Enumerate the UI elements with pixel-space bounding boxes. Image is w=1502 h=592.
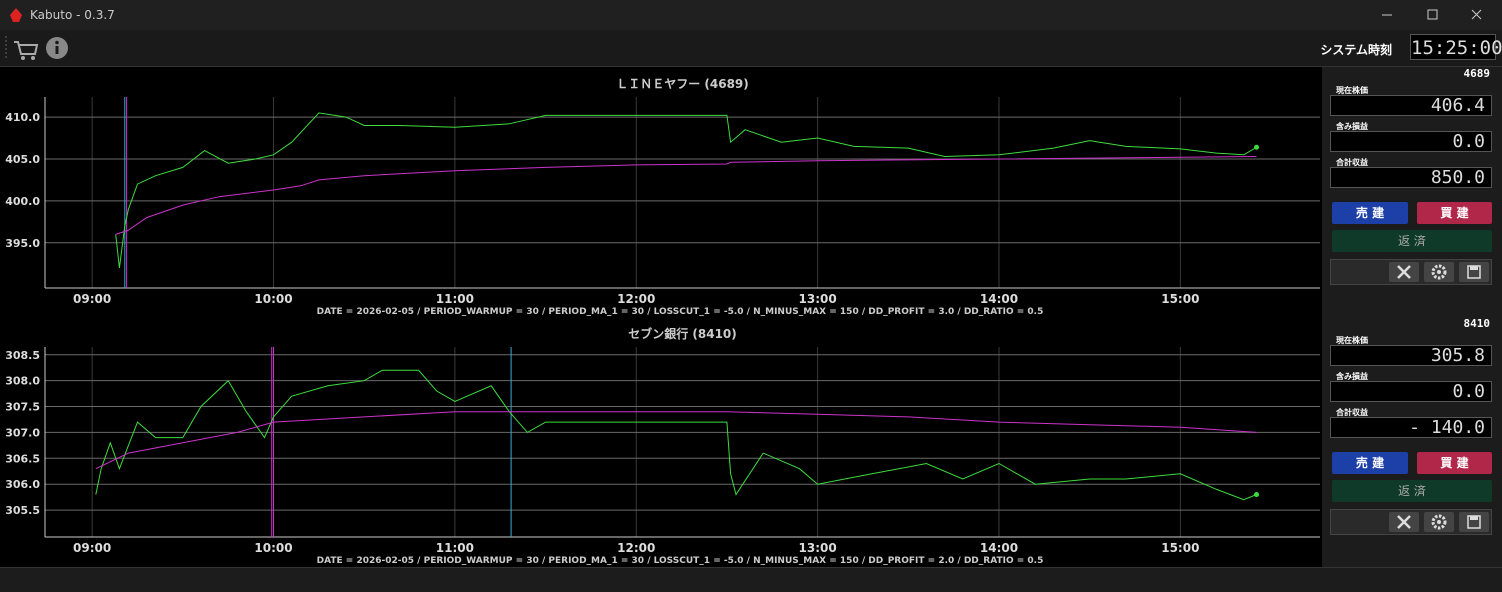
field-label: 合計収益 xyxy=(1336,158,1368,167)
x-tick-label: 13:00 xyxy=(799,541,837,555)
chart-title: セブン銀行 (8410) xyxy=(628,326,737,341)
tool-icon xyxy=(1397,265,1411,279)
tool-row xyxy=(1330,509,1492,535)
tool-icon xyxy=(1467,265,1481,279)
x-tick-label: 09:00 xyxy=(73,541,111,555)
y-tick-label: 405.0 xyxy=(5,153,40,166)
field-label: 含み損益 xyxy=(1336,372,1368,381)
tool-button[interactable] xyxy=(1459,262,1489,282)
symbol: 4689 xyxy=(1463,67,1491,80)
field-label: 現在株価 xyxy=(1336,86,1368,95)
series-line xyxy=(95,411,1257,470)
field-value: 0.0 xyxy=(1330,381,1492,402)
clock: 15:25:00 xyxy=(1410,34,1502,60)
field-value: 0.0 xyxy=(1330,131,1492,152)
action-button[interactable]: 返 済 xyxy=(1332,480,1492,502)
x-tick-label: 12:00 xyxy=(617,292,655,306)
y-tick-label: 305.5 xyxy=(5,504,40,517)
tool-button[interactable] xyxy=(1389,512,1419,532)
tool-row xyxy=(1330,259,1492,285)
field-label: 現在株価 xyxy=(1336,336,1368,345)
y-tick-label: 400.0 xyxy=(5,195,40,208)
window-controls[interactable] xyxy=(1370,6,1500,24)
toolbar-icons[interactable] xyxy=(4,34,74,62)
field-value: 305.8 xyxy=(1330,345,1492,366)
tool-icon xyxy=(1431,264,1447,280)
series-line xyxy=(115,156,1257,235)
action-button[interactable]: 売 建 xyxy=(1332,452,1408,474)
status-bar xyxy=(0,567,1502,592)
charts: ＬＩＮＥヤフー (4689) DATE = 2026-02-05 / PERIOD… xyxy=(0,67,1322,567)
y-tick-label: 395.0 xyxy=(5,237,40,250)
y-tick-label: 308.0 xyxy=(5,375,40,388)
y-tick-label: 307.0 xyxy=(5,426,40,439)
last-point xyxy=(1254,492,1260,498)
series-line xyxy=(115,112,1257,268)
action-button[interactable]: 買 建 xyxy=(1417,452,1492,474)
trade-panel: 8410 現在株価 305.8 含み損益 0.0 合計収益 - 140.0 売 建買 建返 済 xyxy=(1326,317,1496,563)
y-tick-label: 410.0 xyxy=(5,111,40,124)
x-tick-label: 14:00 xyxy=(980,541,1018,555)
clock-label: システム時刻 xyxy=(1320,43,1392,57)
x-tick-label: 15:00 xyxy=(1161,292,1199,306)
tool-icon xyxy=(1467,515,1481,529)
action-button[interactable]: 返 済 xyxy=(1332,230,1492,252)
y-tick-label: 307.5 xyxy=(5,401,40,414)
field-label: 含み損益 xyxy=(1336,122,1368,131)
y-tick-label: 308.5 xyxy=(5,349,40,362)
trade-panel: 4689 現在株価 406.4 含み損益 0.0 合計収益 850.0 売 建買 建返 済 xyxy=(1326,67,1496,313)
tool-button[interactable] xyxy=(1459,512,1489,532)
x-tick-label: 11:00 xyxy=(436,292,474,306)
field-label: 合計収益 xyxy=(1336,408,1368,417)
field-value: 406.4 xyxy=(1330,95,1492,116)
app-icon xyxy=(10,8,22,22)
x-tick-label: 12:00 xyxy=(617,541,655,555)
chart-subtitle: DATE = 2026-02-05 / PERIOD_WARMUP = 30 /… xyxy=(317,556,1044,566)
chart-background xyxy=(0,67,1322,567)
chart-subtitle: DATE = 2026-02-05 / PERIOD_WARMUP = 30 /… xyxy=(317,307,1044,317)
tool-icon xyxy=(1397,515,1411,529)
chart-title: ＬＩＮＥヤフー (4689) xyxy=(616,77,749,91)
field-value: - 140.0 xyxy=(1330,417,1492,438)
y-tick-label: 306.5 xyxy=(5,452,40,465)
tool-button[interactable] xyxy=(1424,512,1454,532)
last-point xyxy=(1254,144,1260,150)
x-tick-label: 15:00 xyxy=(1161,541,1199,555)
action-button[interactable]: 売 建 xyxy=(1332,202,1408,224)
x-tick-label: 13:00 xyxy=(799,292,837,306)
field-value: 850.0 xyxy=(1330,167,1492,188)
x-tick-label: 14:00 xyxy=(980,292,1018,306)
series-line xyxy=(95,369,1257,501)
symbol: 8410 xyxy=(1463,317,1491,330)
x-tick-label: 09:00 xyxy=(73,292,111,306)
toolbar: システム時刻 15:25:00 xyxy=(0,30,1502,67)
action-button[interactable]: 買 建 xyxy=(1417,202,1492,224)
tool-icon xyxy=(1431,514,1447,530)
window-title: Kabuto - 0.3.7 xyxy=(30,8,115,22)
title-bar: Kabuto - 0.3.7 xyxy=(0,0,1502,30)
x-tick-label: 10:00 xyxy=(254,292,292,306)
y-tick-label: 306.0 xyxy=(5,478,40,491)
x-tick-label: 10:00 xyxy=(254,541,292,555)
tool-button[interactable] xyxy=(1389,262,1419,282)
tool-button[interactable] xyxy=(1424,262,1454,282)
x-tick-label: 11:00 xyxy=(436,541,474,555)
